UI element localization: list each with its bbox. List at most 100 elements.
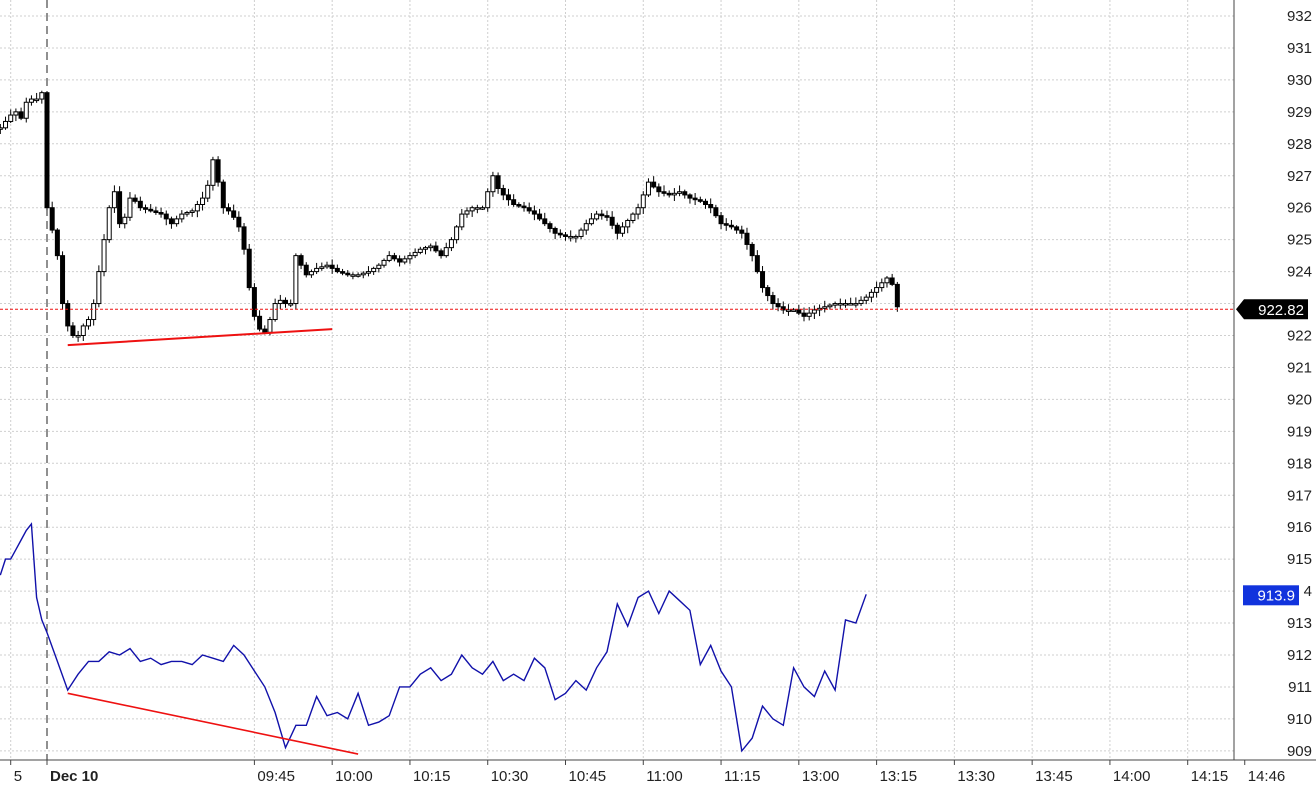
- candle-body: [200, 197, 206, 206]
- candle-body: [386, 255, 392, 261]
- candle-body: [277, 299, 283, 305]
- candle-body: [806, 312, 812, 317]
- candle-body: [557, 232, 563, 236]
- candle: [511, 194, 517, 207]
- candle: [303, 262, 309, 278]
- candle: [163, 210, 169, 226]
- candle: [630, 212, 636, 224]
- candle: [0, 124, 3, 134]
- candle-body: [220, 181, 226, 209]
- candle-body: [464, 210, 470, 215]
- candle-body: [355, 274, 361, 277]
- candle-body: [687, 194, 693, 199]
- candle-body: [334, 267, 340, 273]
- candle-body: [661, 191, 667, 194]
- indicator-line: [0, 522, 867, 753]
- candle-body: [241, 226, 247, 250]
- candle: [651, 176, 657, 189]
- candle: [184, 210, 190, 217]
- chart-overlays: [0, 308, 1234, 755]
- candle: [884, 276, 890, 288]
- candle: [568, 230, 574, 242]
- candle: [697, 196, 703, 203]
- candle: [241, 223, 247, 255]
- candle-body: [168, 218, 174, 225]
- candle: [557, 229, 563, 239]
- candle: [236, 211, 242, 232]
- candle: [174, 215, 180, 227]
- candle-trendline: [67, 328, 333, 347]
- candle: [438, 248, 444, 259]
- candle: [298, 253, 304, 270]
- y-tick-label: 930: [1287, 72, 1312, 89]
- x-tick-label: 09:45: [257, 768, 295, 785]
- candle: [760, 266, 766, 293]
- candle: [848, 297, 854, 306]
- candle-body: [837, 303, 843, 306]
- candle: [573, 234, 579, 243]
- candle: [801, 307, 807, 322]
- candle-body: [28, 98, 34, 103]
- candle-body: [428, 245, 434, 249]
- candle: [158, 207, 164, 218]
- candle: [594, 210, 600, 221]
- candle-body: [345, 272, 351, 276]
- candle: [80, 323, 86, 342]
- candle: [868, 289, 874, 303]
- candle: [734, 225, 740, 234]
- candle-body: [314, 267, 320, 273]
- candle: [625, 218, 631, 234]
- candle: [739, 225, 745, 239]
- candle-body: [34, 98, 40, 102]
- candle: [505, 188, 511, 206]
- candle: [412, 248, 418, 259]
- candle-body: [283, 299, 289, 305]
- chart-grid: [0, 0, 1316, 761]
- candle-body: [495, 175, 501, 190]
- candle: [272, 298, 278, 322]
- candle: [402, 255, 408, 265]
- candle: [645, 178, 651, 198]
- candle: [391, 252, 397, 262]
- candle: [614, 222, 620, 240]
- candle: [718, 212, 724, 230]
- candle-body: [692, 197, 698, 201]
- candle-body: [889, 277, 895, 285]
- candle-body: [308, 271, 314, 276]
- y-tick-label: 917: [1287, 487, 1312, 504]
- last-price-value: 922.82: [1258, 302, 1304, 319]
- y-tick-label: 920: [1287, 391, 1312, 408]
- candle-body: [645, 181, 651, 196]
- candle-body: [272, 303, 278, 321]
- candle: [117, 186, 123, 228]
- candle: [194, 200, 200, 218]
- candle: [822, 300, 828, 313]
- candle-body: [505, 194, 511, 201]
- candle: [34, 92, 40, 103]
- candle-body: [111, 191, 117, 209]
- candle-body: [433, 245, 439, 252]
- x-tick-label: 13:45: [1035, 768, 1073, 785]
- candle: [563, 231, 568, 241]
- candle-body: [630, 213, 636, 221]
- candle: [874, 281, 880, 298]
- candle-body: [609, 216, 615, 226]
- candle-body: [158, 211, 164, 215]
- candle-body: [490, 175, 496, 193]
- candle-body: [231, 210, 237, 218]
- candle: [879, 278, 885, 292]
- candle: [334, 264, 340, 274]
- candle: [863, 294, 869, 305]
- candle: [682, 189, 688, 199]
- candle-body: [60, 255, 66, 305]
- candle: [18, 107, 24, 121]
- candle: [459, 208, 465, 231]
- x-tick-label: 14:00: [1113, 768, 1151, 785]
- candle-body: [765, 287, 771, 297]
- indicator-badge: [1243, 585, 1299, 606]
- candle: [495, 172, 501, 194]
- candle-body: [620, 226, 626, 234]
- candle: [122, 213, 128, 229]
- candle-body: [521, 205, 527, 209]
